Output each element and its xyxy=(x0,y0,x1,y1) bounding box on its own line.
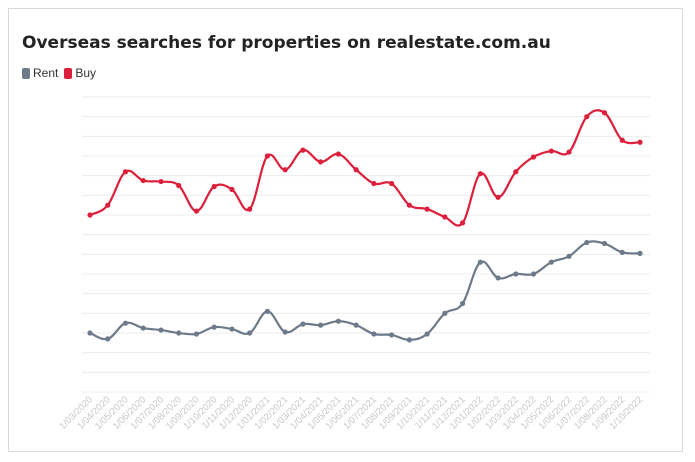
data-point-rent[interactable] xyxy=(601,240,608,247)
data-point-buy[interactable] xyxy=(566,149,572,155)
data-point-buy[interactable] xyxy=(477,171,483,177)
data-point-rent[interactable] xyxy=(122,320,129,326)
data-point-buy[interactable] xyxy=(424,206,430,212)
data-point-buy[interactable] xyxy=(442,214,448,220)
data-point-rent[interactable] xyxy=(389,332,395,338)
data-point-buy[interactable] xyxy=(389,180,395,187)
data-point-rent[interactable] xyxy=(566,253,572,259)
legend-item-rent[interactable]: Rent xyxy=(22,66,58,80)
data-point-rent[interactable] xyxy=(442,310,448,316)
series-line-rent xyxy=(89,240,641,341)
series-line-buy xyxy=(89,109,641,227)
legend-swatch-buy xyxy=(64,67,73,79)
data-point-rent[interactable] xyxy=(371,331,377,337)
data-point-rent[interactable] xyxy=(247,330,253,336)
data-point-buy[interactable] xyxy=(211,183,217,190)
data-point-buy[interactable] xyxy=(140,177,146,184)
data-point-rent[interactable] xyxy=(193,331,200,337)
data-point-buy[interactable] xyxy=(601,110,608,116)
data-point-buy[interactable] xyxy=(495,194,501,200)
data-point-buy[interactable] xyxy=(193,208,200,214)
legend-item-buy[interactable]: Buy xyxy=(64,66,96,80)
data-point-buy[interactable] xyxy=(459,220,466,226)
data-point-buy[interactable] xyxy=(335,151,341,157)
data-point-rent[interactable] xyxy=(335,318,341,324)
data-point-rent[interactable] xyxy=(353,322,359,328)
data-point-buy[interactable] xyxy=(530,154,537,160)
data-point-buy[interactable] xyxy=(282,167,288,173)
data-point-buy[interactable] xyxy=(513,169,519,175)
data-point-rent[interactable] xyxy=(513,271,519,277)
data-point-rent[interactable] xyxy=(300,321,306,327)
data-point-rent[interactable] xyxy=(282,329,288,335)
data-point-buy[interactable] xyxy=(584,114,590,120)
legend-swatch-rent xyxy=(22,67,30,79)
data-point-rent[interactable] xyxy=(318,322,324,328)
legend-label-rent: Rent xyxy=(33,66,59,80)
data-point-buy[interactable] xyxy=(300,147,306,153)
data-point-buy[interactable] xyxy=(264,153,271,159)
data-point-rent[interactable] xyxy=(158,327,164,333)
data-point-rent[interactable] xyxy=(211,324,217,330)
data-point-rent[interactable] xyxy=(477,259,483,265)
data-point-buy[interactable] xyxy=(371,180,377,187)
data-point-rent[interactable] xyxy=(229,326,235,332)
data-point-rent[interactable] xyxy=(424,331,430,337)
data-point-buy[interactable] xyxy=(122,169,129,175)
data-point-rent[interactable] xyxy=(459,300,466,307)
data-point-rent[interactable] xyxy=(87,330,93,336)
data-point-rent[interactable] xyxy=(530,271,537,277)
data-point-rent[interactable] xyxy=(264,308,271,314)
data-point-buy[interactable] xyxy=(247,206,253,212)
data-point-rent[interactable] xyxy=(548,259,554,265)
data-point-rent[interactable] xyxy=(140,325,146,331)
data-point-rent[interactable] xyxy=(637,250,643,256)
data-point-buy[interactable] xyxy=(105,202,111,208)
chart-title: Overseas searches for properties on real… xyxy=(22,33,551,53)
data-point-buy[interactable] xyxy=(406,202,412,208)
data-point-rent[interactable] xyxy=(406,337,412,343)
data-point-buy[interactable] xyxy=(637,139,643,145)
data-point-buy[interactable] xyxy=(318,159,324,165)
data-point-buy[interactable] xyxy=(176,182,182,189)
data-point-rent[interactable] xyxy=(584,239,590,246)
legend: Rent Buy xyxy=(22,66,102,80)
data-point-buy[interactable] xyxy=(229,186,235,193)
data-point-buy[interactable] xyxy=(619,137,625,143)
data-point-buy[interactable] xyxy=(353,167,359,173)
data-point-buy[interactable] xyxy=(158,178,164,185)
chart-card: Overseas searches for properties on real… xyxy=(8,8,683,452)
data-point-buy[interactable] xyxy=(87,212,93,218)
data-point-rent[interactable] xyxy=(176,330,182,336)
data-point-buy[interactable] xyxy=(548,148,554,154)
data-point-rent[interactable] xyxy=(495,275,501,281)
data-point-rent[interactable] xyxy=(619,249,625,255)
legend-label-buy: Buy xyxy=(75,66,97,80)
data-point-rent[interactable] xyxy=(105,336,111,342)
